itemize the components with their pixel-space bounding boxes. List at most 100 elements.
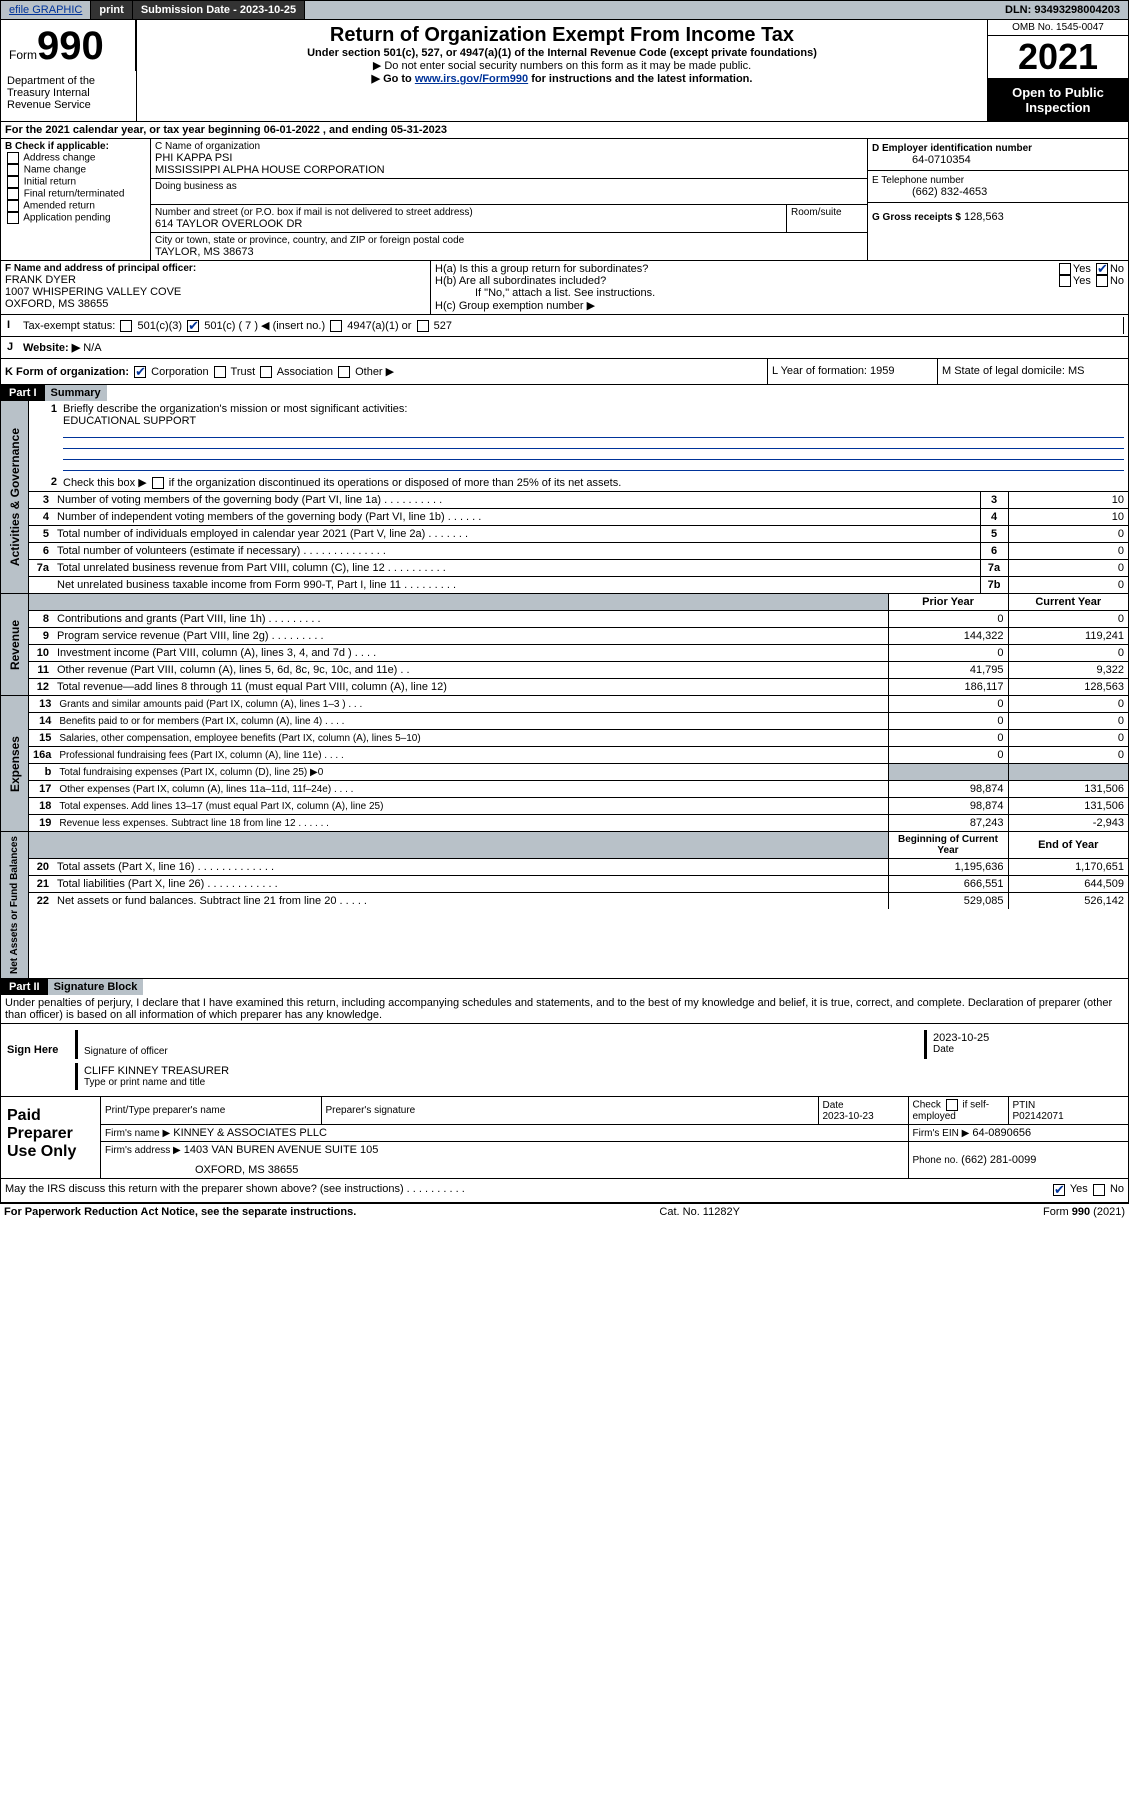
c-label: C Name of organization (155, 141, 863, 152)
g-label: G Gross receipts $ (872, 212, 961, 223)
dba-label: Doing business as (155, 181, 863, 192)
k-opt[interactable] (260, 366, 272, 378)
ptin: P02142071 (1013, 1111, 1064, 1122)
col-prior: Prior Year (888, 594, 1008, 611)
hc-label: H(c) Group exemption number ▶ (435, 299, 1124, 312)
ha-label: H(a) Is this a group return for subordin… (435, 263, 648, 275)
omb-number: OMB No. 1545-0047 (988, 20, 1128, 36)
hb-yes[interactable] (1059, 275, 1071, 287)
ha-no[interactable] (1096, 263, 1108, 275)
efile-link[interactable]: efile GRAPHIC (1, 1, 91, 19)
self-emp-check[interactable] (946, 1099, 958, 1111)
b-opt[interactable] (7, 164, 19, 176)
hb-label: H(b) Are all subordinates included? (435, 275, 606, 287)
b-opt[interactable] (7, 200, 19, 212)
footer: For Paperwork Reduction Act Notice, see … (0, 1203, 1129, 1220)
website: N/A (83, 342, 101, 354)
officer-name: FRANK DYER (5, 274, 426, 286)
type-name-label: Type or print name and title (84, 1077, 1118, 1088)
street-label: Number and street (or P.O. box if mail i… (155, 207, 782, 218)
q2: Check this box ▶ if the organization dis… (57, 476, 1124, 489)
e-label: E Telephone number (872, 175, 1124, 186)
officer-printed: CLIFF KINNEY TREASURER (84, 1065, 1118, 1077)
paperwork-notice: For Paperwork Reduction Act Notice, see … (4, 1206, 356, 1218)
part1-title: Summary (45, 385, 107, 401)
dept: Department of the Treasury Internal Reve… (1, 71, 136, 121)
open-public: Open to Public Inspection (988, 79, 1128, 121)
sig-officer-label: Signature of officer (84, 1046, 918, 1057)
prep-name-label: Print/Type preparer's name (101, 1097, 321, 1125)
topbar: efile GRAPHIC print Submission Date - 20… (0, 0, 1129, 20)
cat-no: Cat. No. 11282Y (659, 1206, 740, 1218)
prep-sig-label: Preparer's signature (321, 1097, 818, 1125)
tax-year: 2021 (988, 36, 1128, 79)
hb-no[interactable] (1096, 275, 1108, 287)
q1-answer: EDUCATIONAL SUPPORT (63, 415, 1124, 427)
l-year: L Year of formation: 1959 (768, 359, 938, 384)
q2-check[interactable] (152, 477, 164, 489)
governance-table: 3Number of voting members of the governi… (29, 491, 1128, 593)
city: TAYLOR, MS 38673 (155, 246, 863, 258)
self-employed: Check if self-employed (908, 1097, 1008, 1125)
form-header: Form990 Department of the Treasury Inter… (0, 20, 1129, 122)
b-opt[interactable] (7, 212, 19, 224)
firm-addr1: 1403 VAN BUREN AVENUE SUITE 105 (184, 1144, 379, 1156)
k-opt[interactable] (338, 366, 350, 378)
tax-year-line: For the 2021 calendar year, or tax year … (1, 122, 451, 138)
side-revenue: Revenue (6, 616, 24, 674)
i-4947[interactable] (330, 320, 342, 332)
part2-title: Signature Block (48, 979, 144, 995)
print-button[interactable]: print (91, 1, 132, 19)
entity-block: B Check if applicable: Address change Na… (0, 139, 1129, 261)
form-number: 990 (37, 24, 104, 68)
org-name-2: MISSISSIPPI ALPHA HOUSE CORPORATION (155, 164, 863, 176)
form-label: Form (9, 48, 37, 62)
sig-date: 2023-10-25 (933, 1032, 1118, 1044)
m-state: M State of legal domicile: MS (938, 359, 1128, 384)
status-block: I Tax-exempt status: 501(c)(3) 501(c) ( … (0, 315, 1129, 359)
b-opt[interactable] (7, 176, 19, 188)
org-form-block: K Form of organization: Corporation Trus… (0, 359, 1129, 385)
part1-header: Part I (1, 385, 45, 401)
expenses-table: 13Grants and similar amounts paid (Part … (29, 696, 1128, 831)
j-label: Website: ▶ (23, 342, 80, 354)
i-527[interactable] (417, 320, 429, 332)
phone: (662) 832-4653 (872, 186, 1124, 198)
form-footer: Form 990 (2021) (1043, 1206, 1125, 1218)
i-501c[interactable] (187, 320, 199, 332)
may-irs: May the IRS discuss this return with the… (5, 1183, 465, 1195)
firm-ein: 64-0890656 (972, 1127, 1031, 1139)
prep-date: 2023-10-23 (823, 1111, 874, 1122)
note-ssn: ▶ Do not enter social security numbers o… (141, 59, 983, 72)
discuss-yes[interactable] (1053, 1184, 1065, 1196)
part1: Part ISummary Activities & Governance 1 … (0, 385, 1129, 979)
k-opt[interactable] (134, 366, 146, 378)
officer-addr1: 1007 WHISPERING VALLEY COVE (5, 286, 426, 298)
declaration: Under penalties of perjury, I declare th… (1, 995, 1128, 1023)
ein: 64-0710354 (872, 154, 1124, 166)
b-opt[interactable] (7, 188, 19, 200)
note-link: ▶ Go to www.irs.gov/Form990 for instruct… (141, 72, 983, 85)
discuss-no[interactable] (1093, 1184, 1105, 1196)
i-label: Tax-exempt status: (23, 320, 115, 332)
ha-yes[interactable] (1059, 263, 1071, 275)
h-note: If "No," attach a list. See instructions… (435, 287, 1124, 299)
officer-block: F Name and address of principal officer:… (0, 261, 1129, 315)
side-net: Net Assets or Fund Balances (7, 832, 22, 978)
revenue-table: Prior YearCurrent Year 8Contributions an… (29, 594, 1128, 695)
sign-here: Sign Here (1, 1024, 71, 1096)
street: 614 TAYLOR OVERLOOK DR (155, 218, 782, 230)
k-opt[interactable] (214, 366, 226, 378)
f-label: F Name and address of principal officer: (5, 263, 426, 274)
i-501c3[interactable] (120, 320, 132, 332)
side-expenses: Expenses (6, 732, 24, 796)
firm-phone: (662) 281-0099 (961, 1154, 1036, 1166)
q1: Briefly describe the organization's miss… (63, 403, 1124, 415)
part2: Part IISignature Block Under penalties o… (0, 979, 1129, 1202)
form-subtitle: Under section 501(c), 527, or 4947(a)(1)… (141, 47, 983, 59)
org-name-1: PHI KAPPA PSI (155, 152, 863, 164)
irs-link[interactable]: www.irs.gov/Form990 (415, 73, 528, 85)
b-opt[interactable] (7, 152, 19, 164)
k-label: K Form of organization: (5, 366, 129, 378)
net-table: Beginning of Current YearEnd of Year 20T… (29, 832, 1128, 909)
